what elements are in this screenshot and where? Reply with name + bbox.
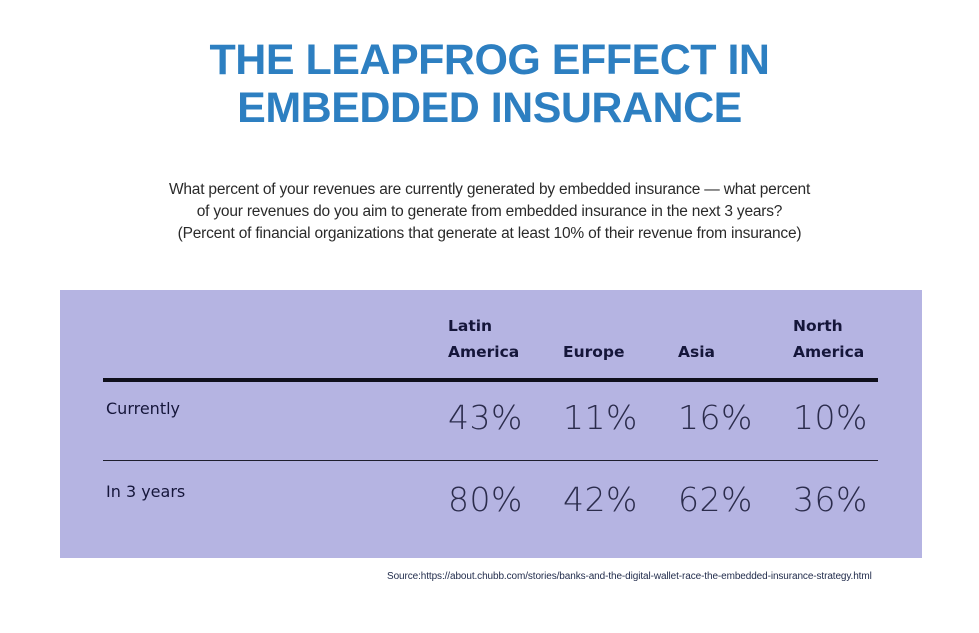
column-header-line-1 — [678, 313, 788, 339]
page-title: THE LEAPFROG EFFECT IN EMBEDDED INSURANC… — [0, 36, 979, 132]
value-currently-latin-america: 43% — [448, 398, 523, 437]
column-header-north-america: North America — [793, 313, 903, 365]
header-divider — [103, 378, 878, 382]
title-line-1: THE LEAPFROG EFFECT IN — [209, 36, 770, 84]
column-header-line-2: Asia — [678, 343, 715, 361]
row-label-in-3-years: In 3 years — [106, 482, 186, 501]
source-citation: Source:https://about.chubb.com/stories/b… — [387, 571, 872, 582]
value-3yrs-latin-america: 80% — [448, 480, 523, 519]
chart-subtitle: What percent of your revenues are curren… — [0, 179, 979, 245]
column-header-line-2: America — [793, 343, 865, 361]
value-3yrs-europe: 42% — [563, 480, 638, 519]
column-header-line-1 — [563, 313, 673, 339]
title-line-2: EMBEDDED INSURANCE — [237, 84, 742, 132]
data-table-panel — [60, 290, 922, 558]
value-3yrs-asia: 62% — [678, 480, 753, 519]
value-currently-asia: 16% — [678, 398, 753, 437]
column-header-europe: Europe — [563, 313, 673, 365]
row-divider — [103, 460, 878, 461]
subtitle-line-3: (Percent of financial organizations that… — [177, 225, 802, 242]
column-header-line-1: Latin — [448, 317, 493, 335]
subtitle-line-2: of your revenues do you aim to generate … — [196, 203, 783, 220]
column-header-asia: Asia — [678, 313, 788, 365]
row-label-currently: Currently — [106, 399, 181, 418]
value-currently-europe: 11% — [563, 398, 638, 437]
value-currently-north-america: 10% — [793, 398, 868, 437]
subtitle-line-1: What percent of your revenues are curren… — [168, 181, 811, 198]
column-header-line-2: America — [448, 343, 520, 361]
value-3yrs-north-america: 36% — [793, 480, 868, 519]
column-header-line-1: North — [793, 317, 843, 335]
column-header-line-2: Europe — [563, 343, 625, 361]
column-header-latin-america: Latin America — [448, 313, 558, 365]
